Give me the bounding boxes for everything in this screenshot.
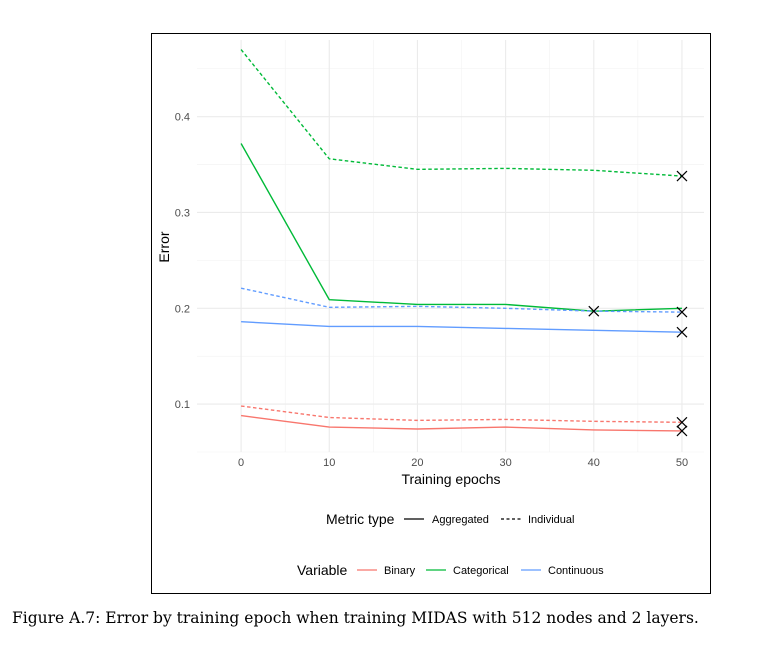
legend-binary-label: Binary	[384, 565, 416, 577]
x-tick-label: 0	[238, 457, 244, 469]
y-tick-label: 0.4	[175, 112, 190, 124]
series-line-continuous-individual	[240, 287, 682, 313]
series-line-binary-aggregated	[240, 414, 682, 432]
x-marker-continuous-aggregated	[676, 326, 688, 338]
figure-caption: Figure A.7: Error by training epoch when…	[12, 609, 699, 627]
legend-variable: Variable Binary Categorical Continuous	[297, 562, 604, 578]
series-line-continuous-aggregated	[241, 320, 682, 333]
legend-metric: Metric type Aggregated Individual	[326, 511, 574, 527]
legend-categorical-label: Categorical	[453, 565, 509, 577]
series-lines	[240, 49, 683, 432]
end-markers	[588, 170, 688, 437]
x-tick-label: 40	[588, 457, 600, 469]
legend-variable-title: Variable	[297, 562, 348, 578]
series-line-categorical-individual	[240, 49, 683, 177]
x-marker-categorical-individual	[676, 170, 688, 182]
grid-lines	[197, 40, 704, 453]
legend-individual-label: Individual	[528, 514, 574, 526]
y-tick-label: 0.3	[175, 207, 190, 219]
x-tick-label: 50	[676, 457, 688, 469]
legend-continuous-label: Continuous	[548, 565, 604, 577]
x-tick-label: 20	[411, 457, 423, 469]
legend-aggregated-label: Aggregated	[432, 514, 489, 526]
x-axis-title: Training epochs	[401, 471, 500, 487]
x-marker-binary-aggregated	[676, 425, 688, 437]
x-marker-continuous-individual	[676, 306, 688, 318]
x-marker-binary-individual	[676, 416, 688, 428]
x-tick-label: 30	[499, 457, 511, 469]
y-axis-title: Error	[156, 231, 172, 262]
x-tick-label: 10	[323, 457, 335, 469]
figure-frame	[151, 33, 711, 594]
tick-labels: 0 10 20 30 40 50 0.1 0.2 0.3 0.4	[175, 112, 688, 469]
series-line-categorical-aggregated	[240, 143, 682, 312]
y-tick-label: 0.2	[175, 303, 190, 315]
legend-metric-title: Metric type	[326, 511, 395, 527]
x-marker-categorical-aggregated	[588, 305, 600, 317]
y-tick-label: 0.1	[175, 399, 190, 411]
series-line-binary-individual	[240, 405, 682, 423]
